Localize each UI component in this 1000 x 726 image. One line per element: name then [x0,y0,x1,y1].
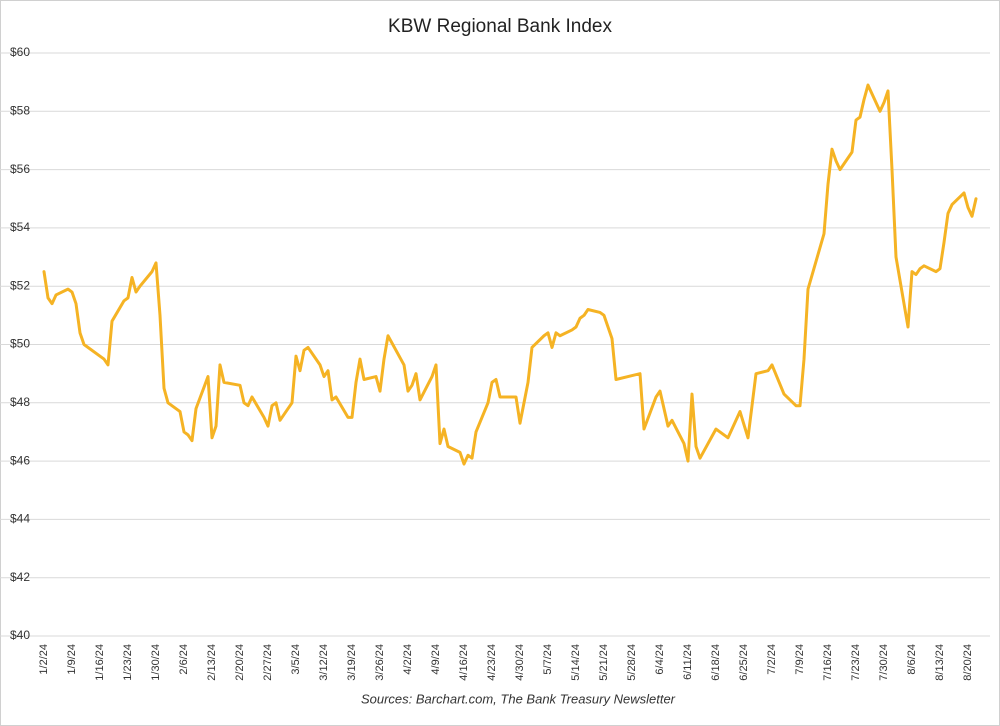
x-tick-label: 4/9/24 [430,644,442,675]
x-tick-label: 1/9/24 [66,644,78,675]
y-tick-label: $50 [10,337,30,351]
x-tick-label: 8/6/24 [906,644,918,675]
x-tick-label: 6/4/24 [654,644,666,675]
x-tick-label: 7/30/24 [878,644,890,681]
x-tick-label: 6/25/24 [738,644,750,681]
x-tick-label: 3/26/24 [374,644,386,681]
y-tick-label: $42 [10,570,30,584]
y-tick-label: $54 [10,220,30,234]
y-tick-label: $44 [10,512,30,526]
x-tick-label: 7/2/24 [766,644,778,675]
y-tick-label: $58 [10,103,30,117]
x-tick-label: 2/6/24 [178,644,190,675]
x-tick-label: 3/19/24 [346,644,358,681]
x-tick-label: 5/28/24 [626,644,638,681]
y-tick-label: $40 [10,628,30,642]
x-tick-label: 6/18/24 [710,644,722,681]
y-tick-label: $60 [10,45,30,59]
x-tick-label: 1/23/24 [122,644,134,681]
x-tick-label: 2/27/24 [262,644,274,681]
y-tick-label: $48 [10,395,30,409]
y-tick-label: $52 [10,278,30,292]
chart-title: KBW Regional Bank Index [388,16,612,37]
x-tick-label: 7/9/24 [794,644,806,675]
x-tick-label: 3/12/24 [318,644,330,681]
y-tick-label: $46 [10,453,30,467]
source-note: Sources: Barchart.com, The Bank Treasury… [361,691,676,706]
x-tick-label: 1/2/24 [38,644,50,675]
x-tick-label: 5/14/24 [570,644,582,681]
x-tick-label: 7/16/24 [822,644,834,681]
y-tick-label: $56 [10,162,30,176]
x-tick-label: 8/20/24 [962,644,974,681]
x-tick-label: 2/13/24 [206,644,218,681]
x-tick-label: 4/16/24 [458,644,470,681]
x-tick-label: 8/13/24 [934,644,946,681]
x-tick-label: 4/23/24 [486,644,498,681]
x-tick-label: 4/30/24 [514,644,526,681]
price-line [42,83,978,466]
x-tick-label: 5/7/24 [542,644,554,675]
x-tick-label: 1/30/24 [150,644,162,681]
x-tick-label: 4/2/24 [402,644,414,675]
x-tick-label: 6/11/24 [682,644,694,680]
x-tick-label: 5/21/24 [598,644,610,681]
x-tick-label: 1/16/24 [94,644,106,681]
x-tick-label: 3/5/24 [290,644,302,675]
x-tick-label: 7/23/24 [850,644,862,681]
x-tick-label: 2/20/24 [234,644,246,681]
